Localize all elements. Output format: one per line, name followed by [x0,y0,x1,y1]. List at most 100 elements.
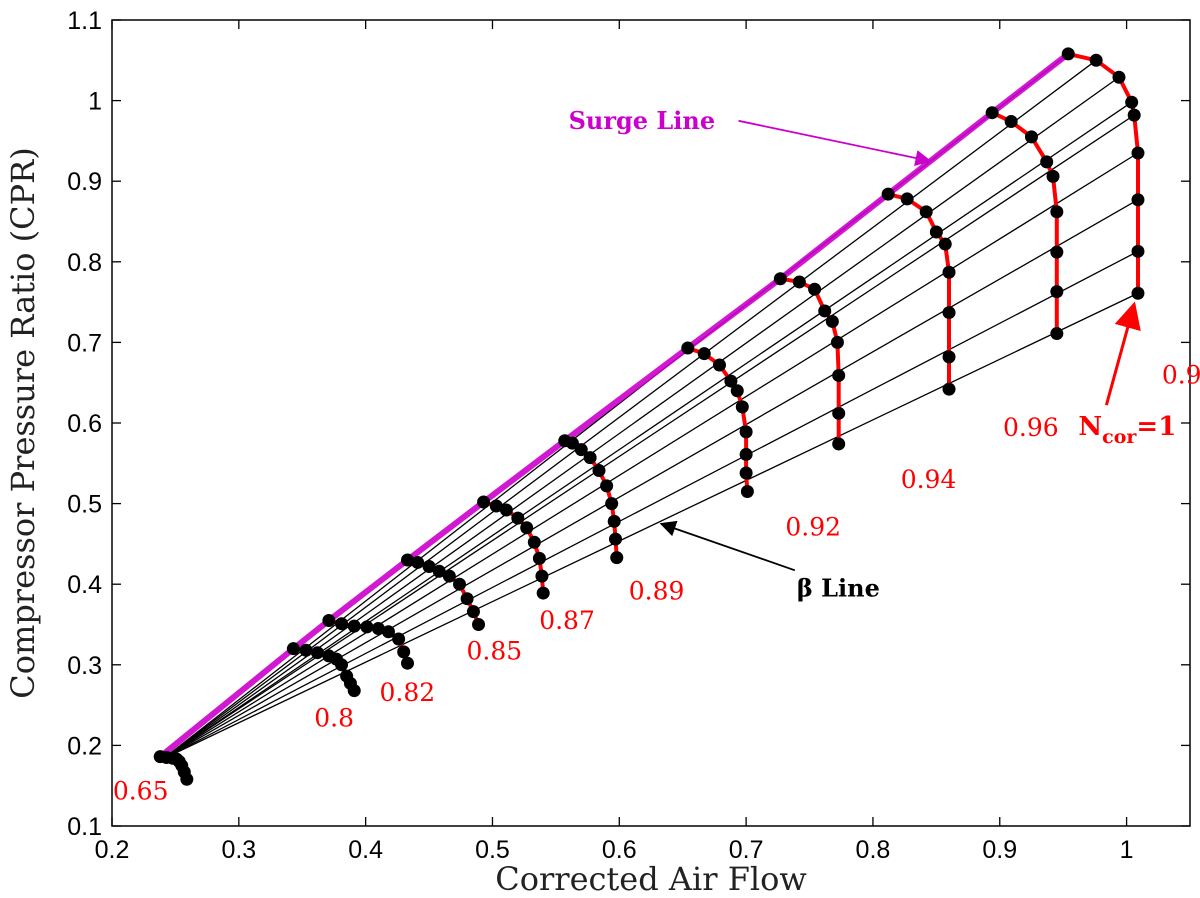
data-point [400,553,414,567]
data-point [583,451,597,465]
data-point [511,511,525,525]
ncor-symbol: N [1078,412,1102,442]
speed-label-0.89: 0.89 [629,577,685,606]
data-point [1089,53,1103,67]
y-axis-title: Compressor Pressure Ratio (CPR) [4,147,42,699]
data-point [1024,130,1038,144]
beta-line [162,199,1139,760]
speed-line-0.94 [778,276,841,446]
data-point [730,384,744,398]
speed-label-0.94: 0.94 [901,465,957,494]
speed-label-0.98: 0.98 [1162,361,1200,390]
data-point [397,645,411,659]
speed-line-0.92 [685,346,750,494]
beta-line [162,59,1097,760]
y-tick-label: 0.4 [67,571,102,599]
data-point [1050,285,1064,299]
data-point [466,605,480,619]
x-axis-ticks: 0.2 0.3 0.4 0.5 0.6 0.7 0.8 0.9 1 [95,20,1134,864]
data-point [608,532,622,546]
data-point [712,358,726,372]
data-point [371,622,385,636]
data-point [574,443,588,457]
data-point [832,437,846,451]
data-point [286,642,300,656]
data-point [1131,146,1145,160]
data-point [739,425,753,439]
x-tick-label: 0.9 [982,836,1017,864]
data-point [322,613,336,627]
annotations: Surge Line β Line [569,106,1141,602]
data-point [1131,286,1145,300]
data-point [832,406,846,420]
data-point [335,658,349,672]
data-point [310,646,324,660]
ncor-arrow [1104,301,1141,406]
data-point [832,368,846,382]
data-point [942,265,956,279]
speed-label-0.8: 0.8 [314,704,354,733]
speed-lines [158,51,1140,782]
data-point [735,400,749,414]
data-point [1127,108,1141,122]
data-point [520,521,534,535]
data-point [400,656,414,670]
data-point [900,192,914,206]
data-point [739,447,753,461]
data-point [697,347,711,361]
data-point [881,187,895,201]
y-tick-label: 0.1 [67,813,102,841]
data-point [442,569,456,583]
surge-line-arrow [738,119,932,166]
data-point [818,304,832,318]
x-tick-label: 0.6 [602,836,637,864]
data-point [392,632,406,646]
y-tick-label: 1.1 [67,7,102,35]
data-point [919,205,933,219]
beta-line [162,152,1139,760]
data-point [1050,245,1064,259]
data-point [360,620,374,634]
data-point [825,314,839,328]
data-point [1131,193,1145,207]
y-tick-label: 0.2 [67,732,102,760]
data-point [1004,115,1018,129]
data-point [1061,47,1075,61]
data-point [347,684,361,698]
data-markers [153,47,1145,786]
x-tick-label: 1 [1120,836,1134,864]
beta-line-label: β Line [797,573,880,602]
data-point [432,564,446,578]
speed-labels: 0.65 0.8 0.82 0.85 0.87 0.89 0.92 0.94 0.96 0.98 N… [113,361,1200,806]
data-point [532,551,546,565]
data-point [942,350,956,364]
x-tick-label: 0.2 [95,836,130,864]
ncor-value: =1 [1136,412,1176,442]
data-point [605,497,619,511]
data-point [724,374,738,388]
data-point [1112,70,1126,84]
beta-line [162,76,1120,760]
y-tick-label: 0.3 [67,652,102,680]
data-point [180,772,194,786]
data-point [489,499,503,513]
data-point [681,341,695,355]
data-point [1125,95,1139,109]
data-point [607,514,621,528]
data-point [938,237,952,251]
data-point [1040,155,1054,169]
speed-label-0.96: 0.96 [1003,413,1059,442]
beta-line [162,101,1133,760]
data-point [739,466,753,480]
data-point [477,495,491,509]
data-point [808,282,822,296]
beta-line [162,114,1135,760]
data-point [592,464,606,478]
y-tick-label: 0.5 [67,491,102,519]
speed-label-0.85: 0.85 [467,637,523,666]
speed-line-0.96 [886,192,951,392]
data-point [381,625,395,639]
data-point [929,225,943,239]
data-point [535,569,549,583]
